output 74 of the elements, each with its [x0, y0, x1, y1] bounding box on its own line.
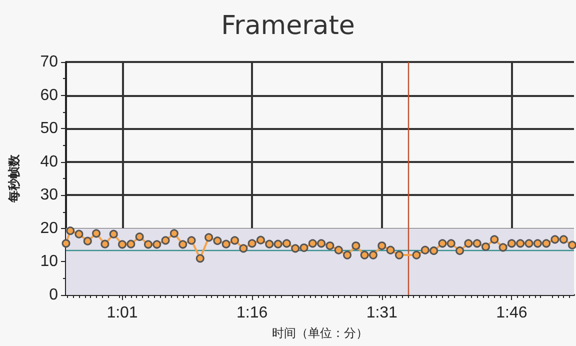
point [170, 229, 178, 238]
point [109, 230, 118, 238]
point [308, 239, 317, 248]
point [213, 236, 222, 245]
point [386, 246, 395, 254]
point [300, 243, 308, 252]
point [317, 239, 326, 248]
point [542, 239, 551, 248]
point [412, 250, 421, 260]
point [196, 254, 204, 263]
y-tick-label: 30 [40, 186, 58, 204]
point [152, 240, 162, 249]
y-tick-label: 10 [40, 253, 58, 270]
point [498, 243, 508, 252]
x-tick-label: 1:01 [106, 304, 138, 322]
point [507, 239, 516, 248]
y-tick-label: 70 [40, 54, 58, 70]
x-tick-label: 1:46 [496, 304, 528, 322]
point [464, 239, 473, 248]
x-tick-label: 1:16 [236, 304, 268, 322]
point [378, 241, 386, 250]
point [568, 240, 576, 250]
point [274, 240, 282, 248]
point [144, 240, 152, 249]
point [187, 236, 196, 245]
point [456, 246, 464, 255]
point [430, 246, 438, 255]
chart-title: Framerate [221, 11, 355, 41]
point [100, 240, 110, 248]
point [248, 239, 256, 248]
point [239, 244, 248, 253]
point [66, 226, 75, 236]
y-tick-label: 50 [40, 120, 58, 138]
point [326, 241, 334, 250]
point [360, 250, 369, 260]
point [481, 242, 490, 251]
point [524, 239, 534, 248]
point [265, 240, 274, 248]
point [533, 239, 542, 248]
point [126, 240, 136, 248]
point [135, 232, 144, 241]
y-tick-label: 60 [40, 86, 58, 104]
point [550, 235, 560, 244]
point [368, 250, 378, 260]
y-axis-title: 每秒帧数 [7, 154, 21, 204]
point [62, 239, 70, 248]
point [74, 230, 84, 238]
y-tick-label: 20 [40, 220, 58, 237]
point [83, 236, 92, 246]
point [472, 239, 482, 248]
y-tick-label: 0 [49, 286, 58, 304]
point [420, 246, 430, 254]
point [490, 235, 499, 244]
point [343, 250, 352, 260]
point [282, 239, 291, 248]
point [394, 250, 404, 260]
point [92, 229, 101, 238]
point [446, 239, 456, 248]
point [161, 236, 170, 245]
point [559, 235, 568, 244]
x-tick-label: 1:31 [366, 304, 398, 322]
point [204, 233, 214, 242]
point [256, 236, 265, 244]
point [352, 241, 360, 250]
point [118, 240, 126, 249]
y-tick-label: 40 [40, 153, 58, 170]
point [438, 239, 447, 248]
point [334, 246, 343, 254]
point [222, 240, 230, 248]
point [291, 244, 300, 253]
point [178, 240, 188, 249]
point [230, 236, 240, 245]
point [516, 239, 525, 248]
x-axis-title: 时间（单位：分） [272, 326, 368, 340]
